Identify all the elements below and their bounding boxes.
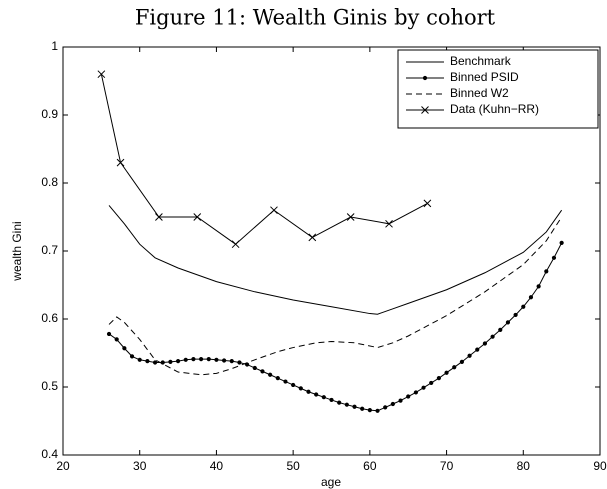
data-point [308,233,317,242]
data-point [145,359,150,364]
data-point [291,382,296,388]
data-point [106,331,112,337]
data-point [390,401,395,407]
data-point [222,358,227,363]
data-point [513,312,518,318]
data-point [214,357,219,362]
data-point [421,385,426,390]
data-point [206,357,211,362]
y-tick-label: 0.6 [41,311,58,325]
x-axis-label: age [321,475,341,489]
data-point [346,213,355,221]
data-point [475,347,480,352]
data-point [413,390,418,395]
data-point [367,408,372,413]
data-point [314,392,319,397]
data-point [505,320,511,325]
y-axis-label: wealth Gini [10,221,24,281]
data-point [375,408,380,413]
data-point [260,369,265,374]
data-point [114,337,119,342]
x-tick-label: 60 [363,459,377,473]
data-point [406,394,411,399]
data-point [528,295,534,300]
data-point [521,304,526,309]
y-tick-label: 1 [51,39,58,53]
x-tick-label: 30 [133,459,147,473]
data-point [352,404,357,409]
y-tick-label: 0.8 [41,175,58,189]
legend-marker [421,106,429,114]
data-point [385,219,393,228]
data-point [283,379,288,384]
x-tick-label: 40 [210,459,224,473]
data-point [544,269,549,274]
data-point [423,199,432,208]
y-tick-label: 0.7 [41,243,58,257]
data-point [268,372,273,377]
data-point [129,354,135,359]
data-point [298,386,303,391]
data-point [152,360,158,365]
data-point [329,397,334,403]
data-point [559,240,564,245]
data-point [193,213,202,221]
data-point [160,360,165,365]
y-tick-label: 0.9 [41,107,58,121]
x-tick-label: 20 [56,459,70,473]
data-point [231,240,240,249]
data-point [360,406,365,411]
series-line [108,205,563,315]
data-point [452,365,457,370]
data-point [183,357,188,362]
data-point [436,376,441,381]
legend-label: Binned W2 [450,86,509,100]
data-point [116,158,125,167]
data-point [444,370,449,375]
data-point [459,359,465,364]
y-tick-label: 0.5 [41,379,58,393]
chart-title: Figure 11: Wealth Ginis by cohort [135,6,496,30]
legend-label: Benchmark [450,54,512,68]
data-point [175,359,181,364]
legend-label: Binned PSID [450,70,519,84]
data-point [383,405,388,410]
data-point [97,70,106,79]
data-point [168,359,173,364]
y-tick-label: 0.4 [41,447,58,461]
data-point [551,255,557,260]
data-point [467,353,472,358]
legend-marker [422,75,428,81]
data-point [482,341,488,346]
series-line [108,216,563,376]
legend-box [397,49,599,129]
data-point [191,357,196,362]
x-tick-label: 90 [593,459,607,473]
data-point [237,360,242,365]
data-point [490,334,495,339]
series-line [100,74,428,245]
data-point [252,365,257,371]
data-point [270,206,278,215]
data-point [429,380,434,386]
data-point [275,376,280,381]
data-point [306,389,311,394]
data-point [398,398,403,403]
legend-label: Data (Kuhn−RR) [450,102,539,116]
data-point [137,357,142,362]
x-tick-label: 80 [517,459,531,473]
data-point [337,400,342,405]
data-point [344,402,349,407]
data-point [155,213,163,221]
data-point [122,346,127,351]
data-point [321,395,326,400]
x-tick-label: 70 [440,459,454,473]
data-point [198,357,204,362]
data-point [536,284,541,289]
data-point [498,327,503,332]
data-point [229,359,234,364]
x-tick-label: 50 [286,459,300,473]
